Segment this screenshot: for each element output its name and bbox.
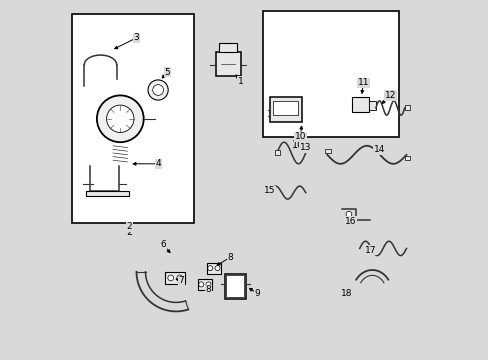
Circle shape (199, 282, 203, 287)
Text: 9: 9 (254, 289, 260, 298)
Circle shape (205, 282, 211, 287)
Bar (273, 101, 298, 115)
Text: 15: 15 (264, 186, 275, 195)
Circle shape (148, 80, 168, 100)
Bar (215, 52, 241, 76)
Bar (165, 272, 185, 284)
Bar (368, 101, 375, 110)
Circle shape (177, 275, 182, 281)
Bar (404, 105, 409, 110)
Bar (267, 190, 272, 194)
Text: 17: 17 (364, 246, 375, 255)
Text: 4: 4 (155, 159, 161, 168)
Bar (269, 97, 302, 122)
Text: 11: 11 (357, 78, 368, 87)
Text: 6: 6 (160, 240, 166, 249)
Circle shape (106, 105, 134, 132)
Circle shape (97, 95, 143, 142)
Text: 8: 8 (205, 285, 211, 294)
Bar (275, 150, 280, 155)
Bar (206, 263, 221, 274)
Bar (352, 97, 368, 112)
Circle shape (346, 211, 351, 217)
Bar (224, 274, 246, 299)
Text: 7: 7 (178, 276, 184, 285)
Bar (325, 149, 330, 153)
Circle shape (167, 275, 173, 281)
Bar (219, 43, 237, 52)
Text: 13: 13 (299, 143, 311, 152)
Bar (404, 156, 409, 160)
Bar (86, 191, 129, 196)
Text: 18: 18 (341, 289, 352, 298)
Text: 8: 8 (227, 253, 232, 262)
Text: 1: 1 (238, 77, 244, 86)
Text: 16: 16 (344, 217, 356, 226)
Text: 14: 14 (373, 145, 385, 154)
Text: 10: 10 (294, 132, 305, 141)
Text: 2: 2 (126, 227, 132, 237)
Bar (72, 14, 194, 223)
Circle shape (207, 266, 212, 271)
Bar (262, 11, 399, 137)
Text: 12: 12 (384, 91, 395, 100)
Circle shape (152, 85, 163, 95)
Bar (226, 275, 244, 297)
Text: 2: 2 (126, 222, 132, 231)
Text: 10: 10 (292, 140, 304, 150)
Bar (197, 279, 212, 290)
Text: 5: 5 (164, 68, 170, 77)
Text: 3: 3 (133, 33, 139, 42)
Circle shape (215, 266, 220, 271)
